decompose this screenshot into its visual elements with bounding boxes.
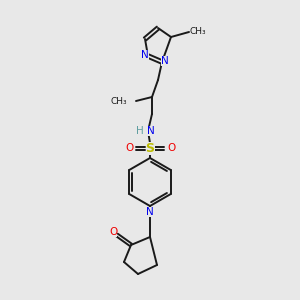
Text: O: O <box>125 143 133 153</box>
Text: N: N <box>146 207 154 217</box>
Text: N: N <box>147 126 155 136</box>
Text: H: H <box>136 126 144 136</box>
Text: CH₃: CH₃ <box>110 97 127 106</box>
Text: N: N <box>161 56 169 66</box>
Text: O: O <box>167 143 175 153</box>
Text: O: O <box>109 227 117 237</box>
Text: N: N <box>141 50 149 60</box>
Text: CH₃: CH₃ <box>190 28 206 37</box>
Text: S: S <box>146 142 154 154</box>
